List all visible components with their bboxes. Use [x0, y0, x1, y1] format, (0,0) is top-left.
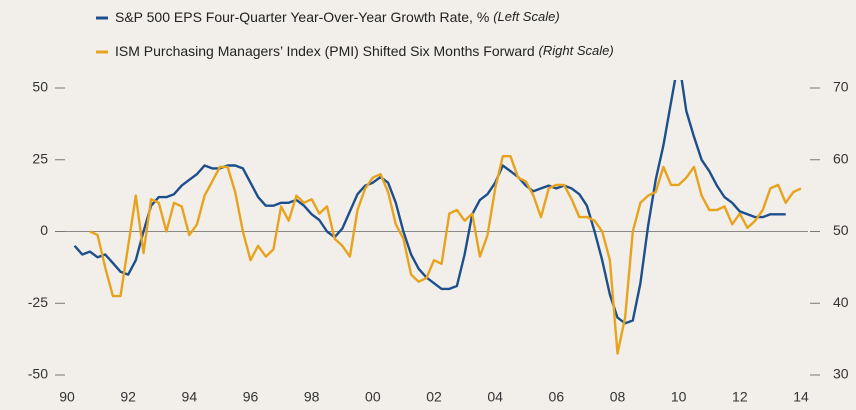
legend-entry: ISM Purchasing Managers’ Index (PMI) Shi… [115, 43, 614, 59]
legend-entry: S&P 500 EPS Four-Quarter Year-Over-Year … [115, 9, 560, 25]
x-tick-label: 92 [120, 389, 136, 405]
y2-tick-label: 60 [833, 150, 849, 166]
y2-tick-label: 70 [833, 79, 849, 95]
x-tick-label: 12 [732, 389, 748, 405]
y-tick-label: 0 [40, 222, 48, 238]
series-line [73, 80, 786, 325]
y-tick-label: -50 [28, 366, 48, 382]
x-tick-label: 00 [365, 389, 381, 405]
x-tick-label: 96 [243, 389, 259, 405]
y2-tick-label: 30 [833, 366, 849, 382]
x-tick-label: 08 [610, 389, 626, 405]
x-tick-label: 14 [793, 389, 809, 405]
x-tick-label: 90 [59, 389, 75, 405]
y-tick-label: 50 [32, 79, 48, 95]
x-tick-label: 94 [182, 389, 198, 405]
x-tick-label: 10 [671, 389, 687, 405]
series-line [89, 155, 802, 355]
y2-tick-label: 40 [833, 294, 849, 310]
y-tick-label: -25 [28, 294, 48, 310]
x-tick-label: 02 [426, 389, 442, 405]
legend-label: S&P 500 EPS Four-Quarter Year-Over-Year … [115, 9, 489, 25]
legend-note: (Right Scale) [539, 43, 614, 58]
legend-label: ISM Purchasing Managers’ Index (PMI) Shi… [115, 43, 535, 59]
x-tick-label: 04 [487, 389, 503, 405]
y2-tick-label: 50 [833, 222, 849, 238]
x-tick-label: 06 [549, 389, 565, 405]
x-tick-label: 98 [304, 389, 320, 405]
y-tick-label: 25 [32, 150, 48, 166]
legend-note: (Left Scale) [493, 9, 559, 24]
